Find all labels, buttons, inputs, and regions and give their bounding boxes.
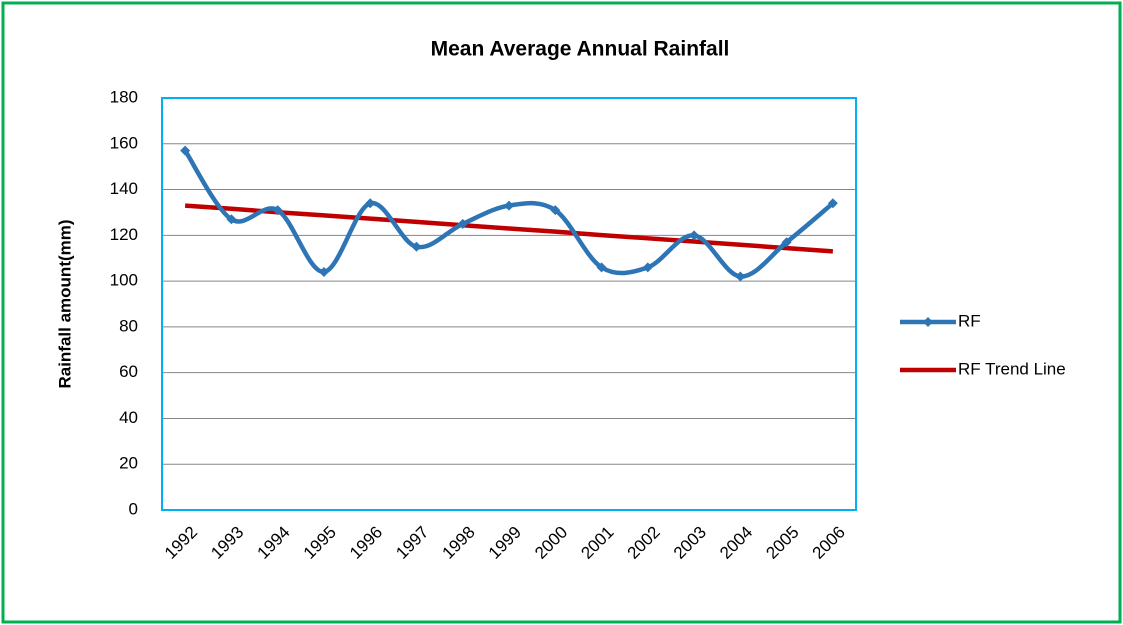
marker	[457, 218, 468, 229]
marker	[689, 230, 700, 241]
marker	[504, 200, 514, 211]
legend-label: RF	[958, 311, 981, 330]
chart-title: Mean Average Annual Rainfall	[431, 38, 730, 61]
y-tick-label: 40	[119, 408, 138, 427]
series-line	[183, 149, 835, 279]
marker	[318, 266, 329, 277]
series-line	[184, 203, 834, 254]
plot-border	[161, 97, 857, 511]
y-tick-label: 0	[129, 499, 138, 518]
y-tick-label: 180	[110, 87, 138, 106]
legend-label: RF Trend Line	[958, 359, 1066, 378]
y-axis-title: Rainfall amount(mm)	[55, 219, 74, 388]
y-tick-label: 160	[110, 133, 138, 152]
y-tick-label: 20	[119, 454, 138, 473]
y-tick-label: 120	[110, 225, 138, 244]
y-tick-label: 60	[119, 362, 138, 381]
marker	[272, 205, 283, 216]
marker	[226, 214, 237, 225]
marker	[365, 198, 376, 209]
legend-marker	[923, 317, 933, 327]
marker	[180, 145, 191, 156]
y-tick-label: 80	[119, 316, 138, 335]
marker	[781, 237, 792, 248]
marker	[550, 205, 561, 216]
y-tick-label: 100	[110, 271, 138, 290]
marker	[411, 241, 422, 252]
marker	[642, 262, 653, 273]
y-tick-label: 140	[110, 179, 138, 198]
marker	[827, 198, 838, 209]
marker	[735, 271, 746, 282]
marker	[596, 262, 607, 273]
